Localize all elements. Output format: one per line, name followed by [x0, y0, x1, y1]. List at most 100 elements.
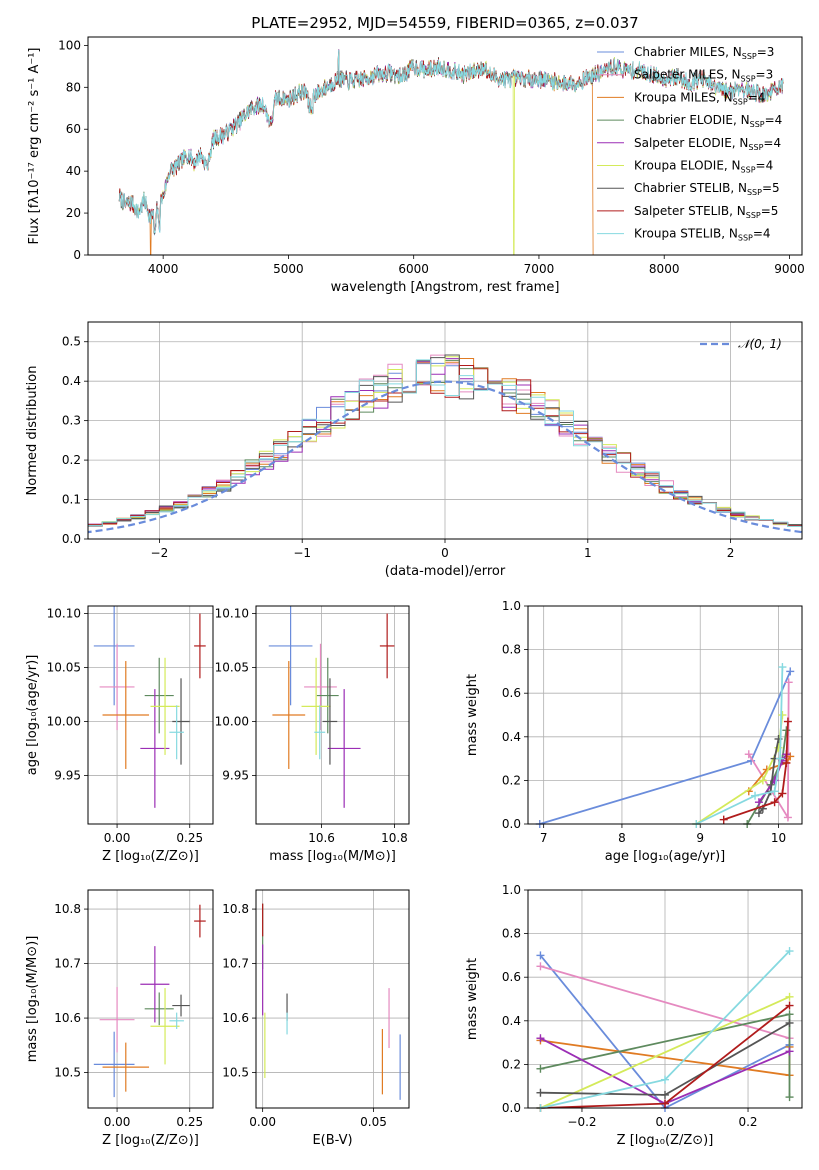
legend-suffix: =5	[761, 204, 779, 218]
y-tick-label: 0.4	[502, 1014, 521, 1028]
y-tick-label: 20	[66, 206, 81, 220]
x-tick-label: 10.6	[308, 831, 335, 845]
panel-spectrum: 4000 5000 6000 7000 8000 9000 0 20 40 60 80 100 wave…	[27, 36, 805, 295]
x-axis-label: age [log₁₀(age/yr)]	[605, 849, 726, 864]
y-tick-label: 10.00	[47, 714, 81, 728]
legend-name: Chabrier ELODIE, N	[634, 113, 750, 127]
legend-label: Chabrier ELODIE, NSSP=4	[634, 113, 782, 129]
y-tick-label: 0.5	[62, 335, 81, 349]
legend-name: Salpeter STELIB, N	[634, 204, 746, 218]
legend-name: Kroupa MILES, N	[634, 90, 733, 104]
x-tick-label: 0.25	[176, 1115, 203, 1129]
y-tick-label: 10.8	[54, 902, 81, 916]
legend-sub: SSP	[742, 52, 757, 61]
x-tick-label: 10	[771, 831, 786, 845]
legend-sub: SSP	[746, 211, 761, 220]
x-axis-label: mass [log₁₀(M/M⊙)]	[269, 849, 396, 864]
weight-line	[695, 666, 784, 825]
legend-label: Chabrier STELIB, NSSP=5	[634, 181, 780, 197]
x-tick-label: 8000	[649, 262, 680, 276]
y-tick-label: 0.0	[502, 1101, 521, 1115]
x-tick-label: 0.00	[104, 831, 131, 845]
y-tick-label: 80	[66, 80, 81, 94]
x-tick-label: 0.25	[176, 831, 203, 845]
legend-suffix: =3	[757, 45, 775, 59]
spectrum-line	[118, 52, 784, 255]
legend-label: Kroupa MILES, NSSP=4	[634, 90, 765, 106]
y-tick-label: 0.3	[62, 414, 81, 428]
x-axis-label: wavelength [Angstrom, rest frame]	[331, 280, 560, 295]
legend-label: Salpeter ELODIE, NSSP=4	[634, 136, 781, 152]
axes-frame	[87, 889, 214, 1109]
weight-line	[540, 965, 790, 1040]
y-tick-label: 9.95	[222, 768, 249, 782]
y-tick-label: 10.8	[222, 902, 249, 916]
y-tick-label: 0.0	[502, 817, 521, 831]
y-tick-label: 0.4	[502, 730, 521, 744]
x-tick-label: 5000	[273, 262, 304, 276]
legend-label: Kroupa STELIB, NSSP=4	[634, 227, 771, 243]
x-tick-label: −2	[151, 546, 169, 560]
y-tick-label: 0.6	[502, 686, 521, 700]
weight-line	[748, 755, 792, 792]
y-tick-label: 10.00	[215, 714, 249, 728]
legend-label: 𝒩(0, 1)	[738, 337, 782, 351]
legend-sub: SSP	[733, 97, 748, 106]
legend-name: Salpeter ELODIE, N	[634, 136, 748, 150]
legend-suffix: =4	[756, 159, 774, 173]
legend-suffix: =4	[748, 90, 766, 104]
legend-suffix: =4	[753, 227, 771, 241]
y-tick-label: 0.2	[502, 1057, 521, 1071]
y-tick-label: 10.6	[54, 1011, 81, 1025]
panel-age_vs_mass: 10.6 10.8 9.95 10.00 10.05 10.10 mass [log₁₀(M…	[215, 605, 410, 864]
x-tick-label: −1	[293, 546, 311, 560]
y-tick-label: 0.2	[62, 453, 81, 467]
weight-line	[539, 671, 792, 825]
x-axis-label: E(B-V)	[312, 1133, 352, 1148]
y-tick-label: 10.7	[222, 957, 249, 971]
x-tick-label: 0.2	[738, 1115, 757, 1129]
y-tick-label: 0.1	[62, 493, 81, 507]
legend-label: Salpeter STELIB, NSSP=5	[634, 204, 778, 220]
x-tick-label: 1	[584, 546, 592, 560]
y-tick-label: 10.6	[222, 1011, 249, 1025]
x-tick-label: 10.8	[381, 831, 408, 845]
legend-sub: SSP	[747, 188, 762, 197]
x-tick-label: 7	[540, 831, 548, 845]
y-axis-label: mass weight	[465, 674, 480, 756]
axes-frame	[255, 605, 410, 825]
y-tick-label: 1.0	[502, 599, 521, 613]
y-tick-label: 0	[73, 248, 81, 262]
panel-weight_vs_age: 7 8 9 10 0.0 0.2 0.4 0.6 0.8 1.0 age [log₁₀(age/yr…	[465, 599, 803, 864]
x-tick-label: 8	[618, 831, 626, 845]
y-tick-label: 10.5	[222, 1066, 249, 1080]
legend-name: Chabrier MILES, N	[634, 45, 742, 59]
legend-name: Kroupa ELODIE, N	[634, 159, 741, 173]
y-tick-label: 10.10	[215, 607, 249, 621]
y-axis-label: Normed distribution	[25, 366, 40, 496]
axes-frame	[527, 605, 803, 825]
legend-sub: SSP	[738, 234, 753, 243]
legend-sub: SSP	[748, 143, 763, 152]
y-tick-label: 10.7	[54, 957, 81, 971]
gaussian-curve	[88, 380, 802, 534]
panel-residuals: −2 −1 0 1 2 0.0 0.1 0.2 0.3 0.4 0.5 (data-model)/er…	[25, 321, 803, 579]
x-tick-label: 9000	[774, 262, 805, 276]
axes-frame	[87, 605, 214, 825]
legend-name: Salpeter MILES, N	[634, 68, 741, 82]
x-tick-label: 2	[727, 546, 735, 560]
axes-frame	[87, 321, 803, 540]
x-axis-label: Z [log₁₀(Z/Z⊙)]	[617, 1133, 714, 1148]
y-tick-label: 0.6	[502, 970, 521, 984]
x-tick-label: −0.2	[567, 1115, 596, 1129]
y-tick-label: 100	[58, 38, 81, 52]
x-axis-label: Z [log₁₀(Z/Z⊙)]	[102, 1133, 199, 1148]
x-tick-label: 0.00	[249, 1115, 276, 1129]
y-tick-label: 40	[66, 164, 81, 178]
legend-label: Chabrier MILES, NSSP=3	[634, 45, 774, 61]
axes-frame	[527, 889, 803, 1109]
x-tick-label: 6000	[398, 262, 429, 276]
x-tick-label: 0	[441, 546, 449, 560]
y-axis-label: mass [log₁₀(M/M⊙)]	[25, 936, 40, 1063]
